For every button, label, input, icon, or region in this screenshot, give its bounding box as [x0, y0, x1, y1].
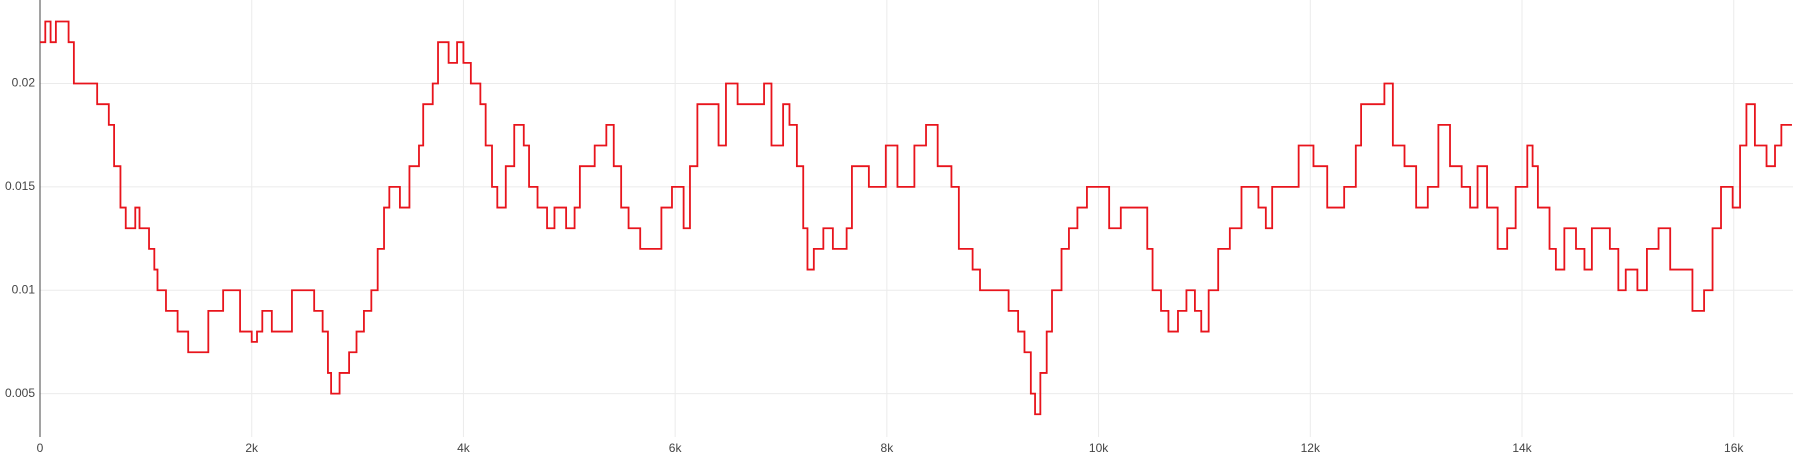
x-tick-label: 12k [1301, 441, 1321, 455]
x-tick-label: 0 [37, 441, 44, 455]
y-tick-label: 0.015 [5, 179, 35, 193]
x-tick-label: 6k [669, 441, 683, 455]
x-tick-label: 8k [881, 441, 895, 455]
x-tick-label: 14k [1512, 441, 1532, 455]
y-tick-label: 0.02 [12, 76, 36, 90]
x-tick-label: 4k [457, 441, 471, 455]
x-tick-label: 2k [245, 441, 259, 455]
y-tick-label: 0.005 [5, 386, 35, 400]
x-tick-label: 16k [1724, 441, 1744, 455]
y-tick-label: 0.01 [12, 282, 36, 296]
x-tick-label: 10k [1089, 441, 1109, 455]
data-line [40, 20, 1792, 416]
